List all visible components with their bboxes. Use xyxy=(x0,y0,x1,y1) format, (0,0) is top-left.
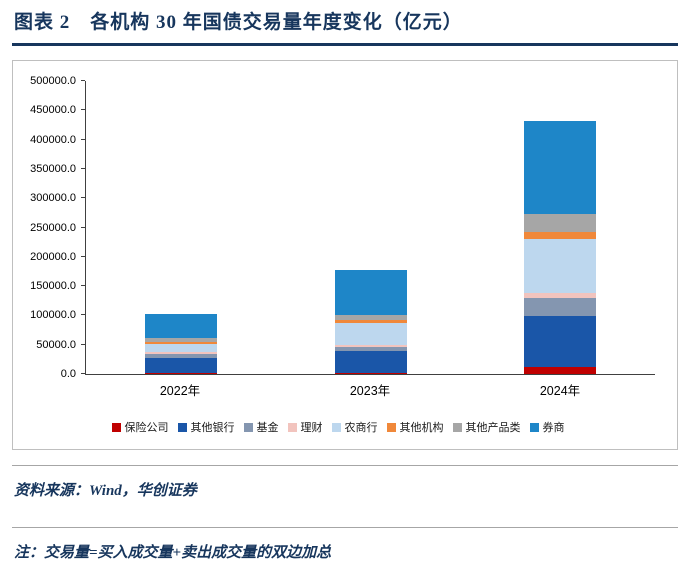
figure-title: 图表 2 各机构 30 年国债交易量年度变化（亿元） xyxy=(14,12,463,33)
y-tick-mark xyxy=(81,255,85,257)
y-tick-label: 250000.0 xyxy=(30,221,76,234)
bar-segment xyxy=(144,313,217,338)
bar-segment xyxy=(524,214,597,233)
y-tick-mark xyxy=(81,197,85,199)
y-tick-label: 50000.0 xyxy=(36,338,76,351)
legend-swatch xyxy=(111,422,121,432)
legend-label: 其他银行 xyxy=(190,422,235,434)
separator-line-bottom xyxy=(12,527,678,528)
legend-item: 基金 xyxy=(243,419,279,435)
bar-segment xyxy=(524,367,597,374)
legend-item: 券商 xyxy=(529,419,565,435)
plot-area xyxy=(85,81,655,375)
bar-column xyxy=(276,270,466,374)
title-underline xyxy=(12,43,678,46)
stacked-bar xyxy=(334,270,407,374)
y-tick-label: 500000.0 xyxy=(30,75,76,87)
bar-segment xyxy=(524,120,597,215)
bar-column xyxy=(465,120,655,374)
legend-item: 农商行 xyxy=(331,419,378,435)
bar-segment xyxy=(334,372,407,374)
legend-item: 理财 xyxy=(287,419,323,435)
y-tick-mark xyxy=(81,109,85,111)
bar-segment xyxy=(524,297,597,316)
legend-label: 保险公司 xyxy=(124,422,169,434)
bar-segment xyxy=(334,351,407,373)
legend-label: 理财 xyxy=(300,422,323,434)
x-tick-label: 2023年 xyxy=(349,384,391,398)
y-tick-mark xyxy=(81,138,85,140)
legend-label: 农商行 xyxy=(344,422,378,434)
legend-swatch xyxy=(177,422,187,432)
y-tick-mark xyxy=(81,80,85,81)
legend-swatch xyxy=(287,422,297,432)
legend-item: 其他产品类 xyxy=(452,419,521,435)
legend-swatch xyxy=(529,422,539,432)
legend-item: 保险公司 xyxy=(111,419,169,435)
y-tick-label: 450000.0 xyxy=(30,104,76,117)
bar-segment xyxy=(524,239,597,294)
y-tick-label: 300000.0 xyxy=(30,192,76,205)
legend-label: 券商 xyxy=(542,422,565,434)
legend-label: 其他产品类 xyxy=(465,422,521,434)
bar-segment xyxy=(144,341,217,345)
legend-swatch xyxy=(243,422,253,432)
y-tick-label: 150000.0 xyxy=(30,280,76,293)
bar-segment xyxy=(144,354,217,358)
bar-segment xyxy=(524,232,597,240)
bar-segment xyxy=(334,315,407,321)
bar-segment xyxy=(334,322,407,345)
bar-segment xyxy=(334,346,407,352)
legend-label: 基金 xyxy=(256,422,279,434)
chart-plot-wrap: 0.0 50000.0 100000.0 150000.0 200000.0 250000… xyxy=(21,75,655,380)
y-axis: 0.0 50000.0 100000.0 150000.0 200000.0 250000… xyxy=(21,75,85,380)
y-tick-mark xyxy=(81,373,85,374)
bar-segment xyxy=(144,373,217,374)
chart-legend: 保险公司 其他银行 基金 理财 农商行 其他机构 其他产品类 券商 xyxy=(21,419,655,435)
x-axis: 2022年 2023年 2024年 xyxy=(85,375,655,399)
source-note: 资料来源：Wind，华创证券 xyxy=(14,483,197,499)
bar-segment xyxy=(144,357,217,374)
bar-segment xyxy=(144,351,217,355)
y-tick-label: 100000.0 xyxy=(30,309,76,322)
report-figure-page: 图表 2 各机构 30 年国债交易量年度变化（亿元） 0.0 50000.0 100… xyxy=(12,12,678,561)
y-tick-label: 400000.0 xyxy=(30,133,76,146)
y-tick-mark xyxy=(81,226,85,228)
legend-label: 其他机构 xyxy=(399,422,444,434)
y-tick-label: 200000.0 xyxy=(30,250,76,263)
legend-swatch xyxy=(386,422,396,432)
bar-segment xyxy=(144,337,217,342)
stacked-bar xyxy=(524,120,597,374)
y-tick-mark xyxy=(81,314,85,316)
chart-container: 0.0 50000.0 100000.0 150000.0 200000.0 250000… xyxy=(12,60,678,450)
x-tick-label: 2024年 xyxy=(539,384,581,398)
bar-segment xyxy=(334,270,407,316)
bar-segment xyxy=(524,316,597,367)
y-tick-mark xyxy=(81,343,85,345)
bar-segment xyxy=(334,344,407,347)
legend-swatch xyxy=(452,422,462,432)
y-tick-label: 350000.0 xyxy=(30,162,76,175)
bar-segment xyxy=(334,320,407,323)
stacked-bar xyxy=(144,313,217,374)
x-tick-label: 2022年 xyxy=(159,384,201,398)
footnote: 注：交易量=买入成交量+卖出成交量的双边加总 xyxy=(14,545,332,561)
legend-item: 其他机构 xyxy=(386,419,444,435)
legend-item: 其他银行 xyxy=(177,419,235,435)
y-tick-mark xyxy=(81,285,85,287)
bar-column xyxy=(86,313,276,374)
bar-segment xyxy=(524,293,597,298)
legend-swatch xyxy=(331,422,341,432)
y-tick-mark xyxy=(81,167,85,169)
separator-line-top xyxy=(12,465,678,466)
bar-segment xyxy=(144,344,217,352)
y-tick-label: 0.0 xyxy=(60,368,76,380)
